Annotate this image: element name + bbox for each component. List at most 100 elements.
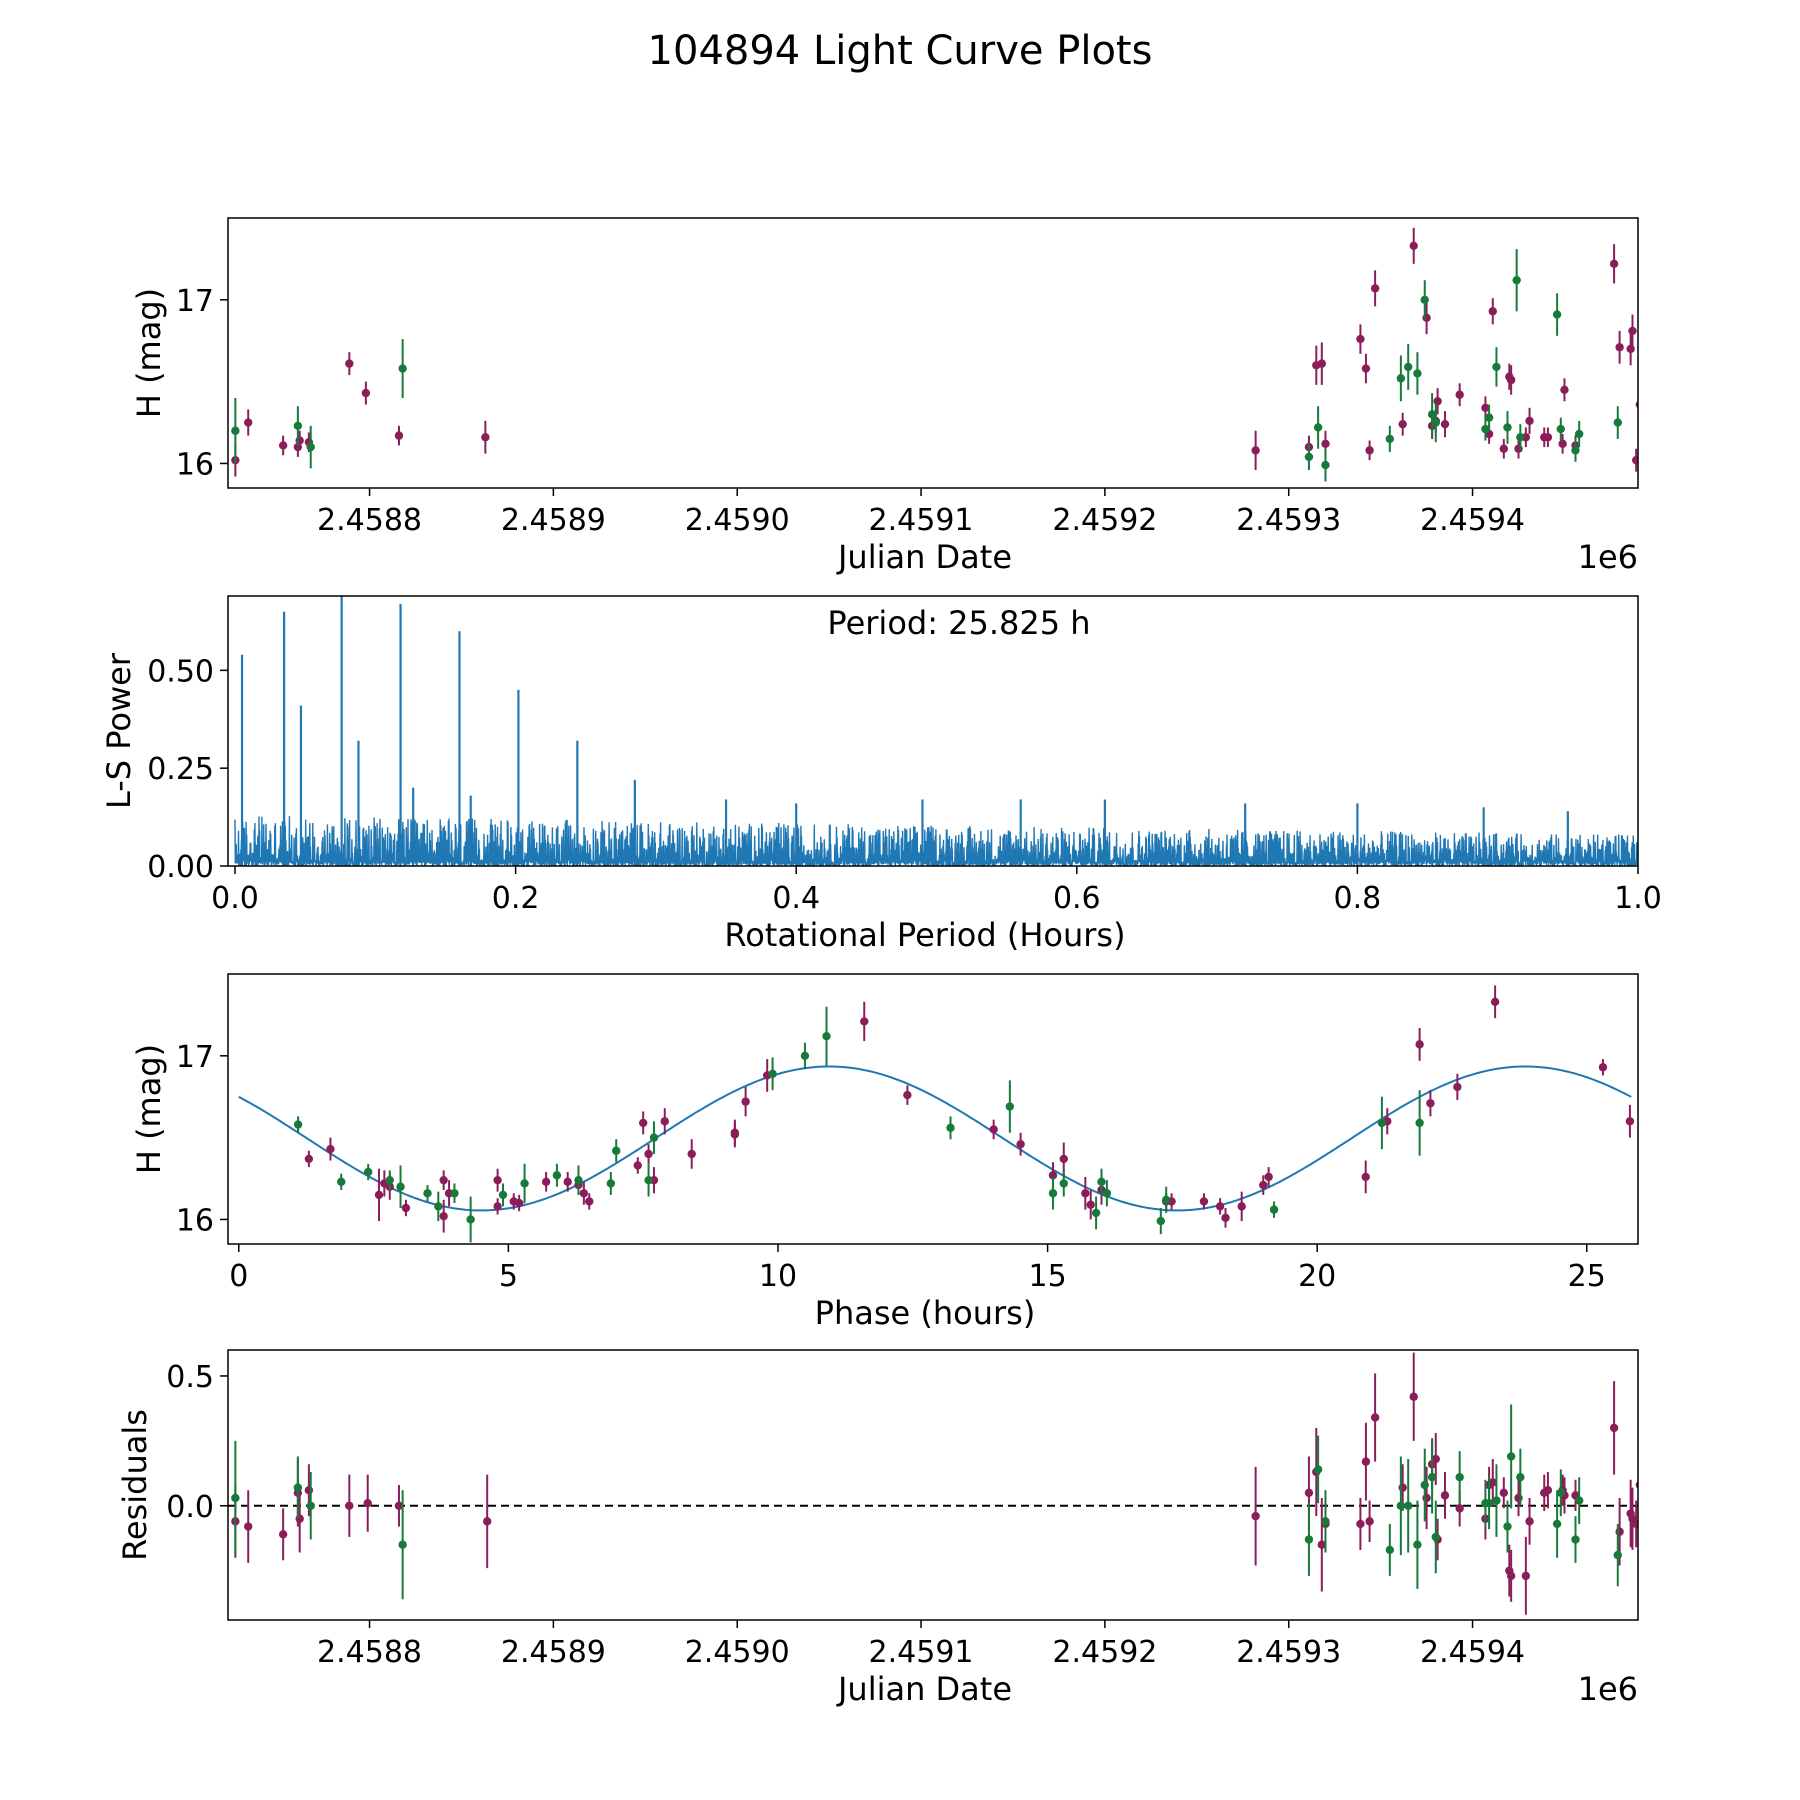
residuals-series-green [231, 1404, 1655, 1600]
phased-point [1005, 1102, 1015, 1111]
lightcurve-point [278, 441, 288, 450]
lightcurve-point [1558, 439, 1567, 449]
phased-point [563, 1177, 572, 1187]
residuals-point [304, 1485, 314, 1495]
lightcurve-point [1665, 433, 1673, 441]
lightcurve-point [1370, 284, 1380, 293]
phased-point [660, 1117, 669, 1126]
lightcurve-point [1525, 416, 1534, 426]
lightcurve-point [1643, 394, 1651, 402]
phased-point [1426, 1099, 1435, 1108]
lightcurve-point [1251, 446, 1260, 455]
lightcurve-point [1356, 334, 1365, 344]
residuals-point [1431, 1454, 1440, 1464]
panel-periodogram: Period: 25.825 h 0.0 0.2 0.4 0.6 0.8 1.0 0.00 0.… [100, 595, 1662, 954]
phased-point [1598, 1063, 1608, 1072]
phased-point [1625, 1117, 1635, 1126]
phased-point [644, 1175, 653, 1185]
lightcurve-point [1571, 446, 1580, 455]
periodogram-xtick-label: 0.6 [1053, 881, 1101, 916]
lightcurve-point [1647, 428, 1655, 436]
residuals-point [1313, 1465, 1323, 1474]
lightcurve-xtick-label: 2.4589 [501, 503, 606, 538]
residuals-point [231, 1493, 240, 1503]
phased-point [1059, 1154, 1068, 1164]
phased-plot-area [238, 985, 1635, 1243]
phased-point [1086, 1200, 1095, 1209]
periodogram-ytick-label: 0.50 [147, 654, 214, 689]
lightcurve-point [244, 418, 253, 427]
residuals-point [483, 1517, 492, 1526]
phased-point [374, 1190, 384, 1200]
residuals-point [1613, 1550, 1622, 1560]
lightcurve-point [1427, 410, 1437, 419]
residuals-point [363, 1498, 372, 1508]
phased-point [498, 1190, 508, 1200]
lightcurve-xtick-label: 2.4591 [869, 503, 974, 538]
phased-point [606, 1179, 616, 1188]
periodogram-ytick-label: 0.00 [147, 850, 214, 885]
lightcurve-point [1631, 455, 1638, 465]
phased-point [730, 1128, 740, 1137]
residuals-point [1492, 1496, 1501, 1505]
residuals-point [1396, 1501, 1406, 1510]
phased-point [1237, 1202, 1246, 1211]
lightcurve-point [1313, 423, 1323, 432]
lightcurve-point [1615, 343, 1624, 352]
phased-point [293, 1120, 303, 1129]
residuals-point [293, 1483, 303, 1492]
phased-point [1048, 1189, 1058, 1198]
residuals-point [1365, 1517, 1374, 1526]
phased-xtick-label: 25 [1568, 1259, 1606, 1294]
lightcurve-point [1488, 307, 1497, 316]
residuals-point [1647, 1509, 1655, 1517]
lightcurve-point [1552, 310, 1562, 319]
periodogram-frame [227, 595, 1639, 867]
residuals-point [1647, 1517, 1655, 1525]
phased-point [1361, 1172, 1370, 1182]
phased-point [396, 1182, 405, 1191]
phased-point [326, 1144, 335, 1154]
phased-point [903, 1090, 912, 1100]
residuals-point [1321, 1517, 1330, 1526]
phased-xtick-label: 15 [1028, 1259, 1066, 1294]
phased-point [1102, 1189, 1112, 1198]
phased-point [450, 1189, 459, 1198]
lightcurve-point [1492, 362, 1501, 372]
lightcurve-point [1365, 446, 1374, 455]
residuals-point [1506, 1452, 1516, 1461]
residuals-point [1514, 1493, 1523, 1503]
period-annotation: Period: 25.825 h [827, 604, 1090, 642]
residuals-point [1431, 1532, 1440, 1542]
phased-point [1016, 1139, 1025, 1149]
residuals-point [1488, 1478, 1497, 1487]
residuals-point [1506, 1571, 1516, 1581]
periodogram-ylabel: L-S Power [100, 652, 138, 809]
lightcurve-point [1613, 418, 1622, 427]
residuals-xtick-label: 2.4590 [685, 1635, 790, 1670]
lightcurve-point [1609, 259, 1619, 269]
lightcurve-frame [227, 217, 1639, 489]
lightcurve-xlabel: Julian Date [836, 538, 1012, 576]
phased-point [1081, 1189, 1090, 1198]
lightcurve-point [231, 426, 240, 435]
lightcurve-point [1512, 275, 1521, 285]
residuals-point [345, 1501, 354, 1510]
residuals-point [1665, 1525, 1673, 1533]
phased-xtick-label: 20 [1298, 1259, 1336, 1294]
residuals-point [1455, 1504, 1464, 1513]
phased-point [612, 1146, 621, 1155]
phased-xlabel: Phase (hours) [815, 1294, 1036, 1332]
phased-point [1162, 1195, 1171, 1205]
residuals-point [394, 1501, 404, 1510]
phased-point [800, 1051, 810, 1061]
phased-point [1269, 1205, 1279, 1214]
lightcurve-point [1409, 241, 1418, 251]
lightcurve-series-magenta [231, 227, 1673, 477]
phased-point [363, 1167, 373, 1177]
phased-point [552, 1171, 562, 1180]
phased-point [822, 1031, 831, 1041]
residuals-point [1422, 1493, 1431, 1503]
residuals-xtick-label: 2.4594 [1420, 1635, 1525, 1670]
phased-point [1059, 1179, 1068, 1188]
